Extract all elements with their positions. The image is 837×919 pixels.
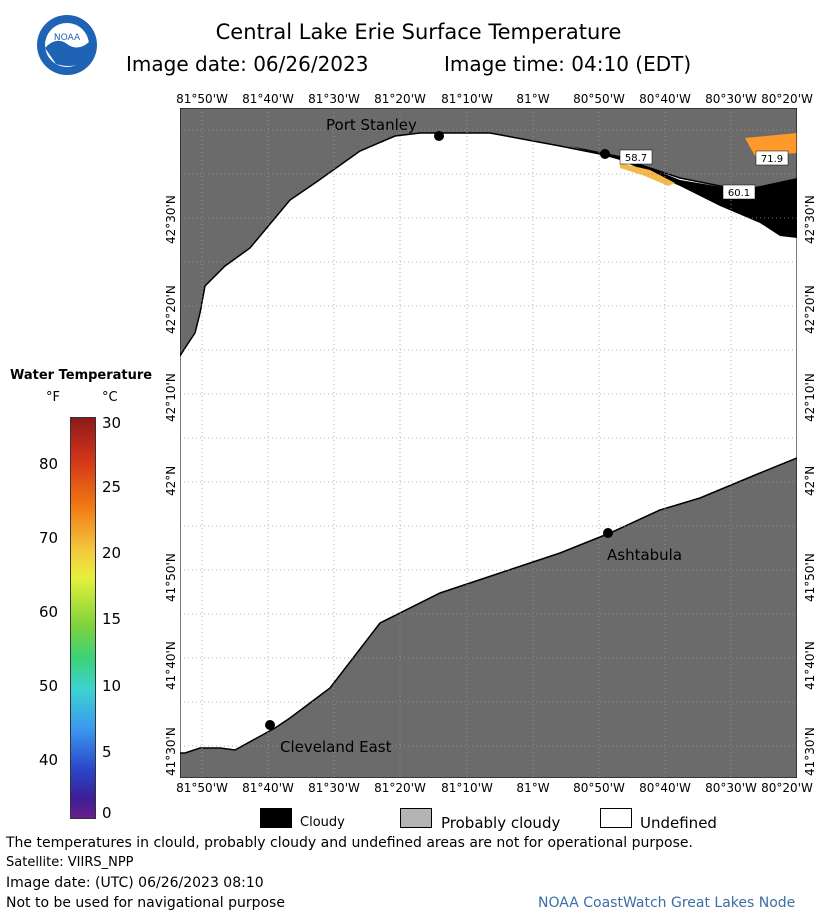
legend-label-cloudy: Cloudy xyxy=(300,815,345,830)
legend-swatch-probably-cloudy xyxy=(400,808,432,828)
lat-tick-right: 41°40'N xyxy=(803,641,817,690)
lat-tick-right: 42°N xyxy=(803,465,817,496)
lon-tick-top: 81°50'W xyxy=(176,92,228,106)
city-label-port-stanley: Port Stanley xyxy=(326,116,417,134)
svg-text:NOAA: NOAA xyxy=(54,33,81,43)
lat-tick-left: 41°40'N xyxy=(164,641,178,690)
lake-map-svg: 58.7 60.1 71.9 xyxy=(179,107,798,779)
footer-utc-date: Image date: (UTC) 06/26/2023 08:10 xyxy=(6,875,264,891)
lon-tick-top: 81°W xyxy=(516,92,550,106)
temperature-color-bar xyxy=(70,417,96,819)
legend-c-tick: 20 xyxy=(102,544,122,562)
buoy-label-southeast: 60.1 xyxy=(728,188,750,199)
warm-water-band xyxy=(620,163,675,186)
noaa-logo: NOAA xyxy=(36,14,98,76)
lon-tick-bottom: 81°20'W xyxy=(374,781,426,795)
image-time: Image time: 04:10 (EDT) xyxy=(444,52,692,76)
legend-title: Water Temperature xyxy=(10,368,153,383)
footer-credit: NOAA CoastWatch Great Lakes Node xyxy=(538,895,796,911)
legend-c-tick: 15 xyxy=(102,610,122,628)
ashtabula-marker xyxy=(603,528,613,538)
lat-tick-right: 41°30'N xyxy=(803,727,817,776)
legend-c-tick: 5 xyxy=(102,743,112,761)
lat-tick-left: 41°50'N xyxy=(164,553,178,602)
lon-tick-top: 81°10'W xyxy=(441,92,493,106)
lat-tick-left: 41°30'N xyxy=(164,727,178,776)
legend-c-tick: 10 xyxy=(102,677,122,695)
lon-tick-top: 81°40'W xyxy=(242,92,294,106)
lon-tick-top: 81°30'W xyxy=(308,92,360,106)
lon-tick-bottom: 80°40'W xyxy=(639,781,691,795)
legend-f-tick: 60 xyxy=(39,603,59,621)
legend-label-undefined: Undefined xyxy=(640,814,717,832)
lon-tick-top: 81°20'W xyxy=(374,92,426,106)
lon-tick-bottom: 81°W xyxy=(516,781,550,795)
buoy-label-northeast: 71.9 xyxy=(761,154,783,165)
legend-c-tick: 25 xyxy=(102,478,122,496)
page-title: Central Lake Erie Surface Temperature xyxy=(215,20,622,44)
lat-tick-left: 42°30'N xyxy=(164,195,178,244)
buoy-label-east: 58.7 xyxy=(625,153,647,164)
city-label-ashtabula: Ashtabula xyxy=(607,546,683,564)
footer-satellite: Satellite: VIIRS_NPP xyxy=(6,855,134,870)
lon-tick-bottom: 81°50'W xyxy=(176,781,228,795)
legend-unit-f: °F xyxy=(46,390,60,405)
port-stanley-marker xyxy=(434,131,444,141)
lon-tick-top: 80°40'W xyxy=(639,92,691,106)
footer-disclaimer: The temperatures in clould, probably clo… xyxy=(6,835,693,851)
legend-c-tick: 30 xyxy=(102,414,122,432)
city-label-cleveland-east: Cleveland East xyxy=(280,738,392,756)
legend-f-tick: 70 xyxy=(39,529,59,547)
lat-tick-left: 42°10'N xyxy=(164,373,178,422)
lon-tick-top: 80°50'W xyxy=(573,92,625,106)
lon-tick-bottom: 81°40'W xyxy=(242,781,294,795)
east-buoy-marker xyxy=(600,149,610,159)
lat-tick-right: 42°10'N xyxy=(803,373,817,422)
lon-tick-bottom: 81°30'W xyxy=(308,781,360,795)
legend-f-tick: 40 xyxy=(39,751,59,769)
grid-lines xyxy=(180,108,797,778)
lon-tick-top: 80°30'W xyxy=(705,92,757,106)
image-date: Image date: 06/26/2023 xyxy=(126,52,369,76)
legend-swatch-cloudy xyxy=(260,808,292,828)
lat-tick-left: 42°N xyxy=(164,465,178,496)
lon-tick-bottom: 80°30'W xyxy=(705,781,757,795)
legend-swatch-undefined xyxy=(600,808,632,828)
lon-tick-bottom: 81°10'W xyxy=(441,781,493,795)
legend-unit-c: °C xyxy=(102,390,118,405)
lat-tick-right: 41°50'N xyxy=(803,553,817,602)
lake-map: 58.7 60.1 71.9 xyxy=(179,107,798,779)
legend-label-probably-cloudy: Probably cloudy xyxy=(441,814,561,832)
lon-tick-bottom: 80°50'W xyxy=(573,781,625,795)
lat-tick-right: 42°30'N xyxy=(803,195,817,244)
lon-tick-bottom: 80°20'W xyxy=(761,781,813,795)
legend-c-tick: 0 xyxy=(102,804,112,822)
legend-f-tick: 50 xyxy=(39,677,59,695)
lon-tick-top: 80°20'W xyxy=(761,92,813,106)
footer-nav-warning: Not to be used for navigational purpose xyxy=(6,895,285,911)
lat-tick-right: 42°20'N xyxy=(803,285,817,334)
lat-tick-left: 42°20'N xyxy=(164,285,178,334)
legend-f-tick: 80 xyxy=(39,455,59,473)
cleveland-east-marker xyxy=(265,720,275,730)
